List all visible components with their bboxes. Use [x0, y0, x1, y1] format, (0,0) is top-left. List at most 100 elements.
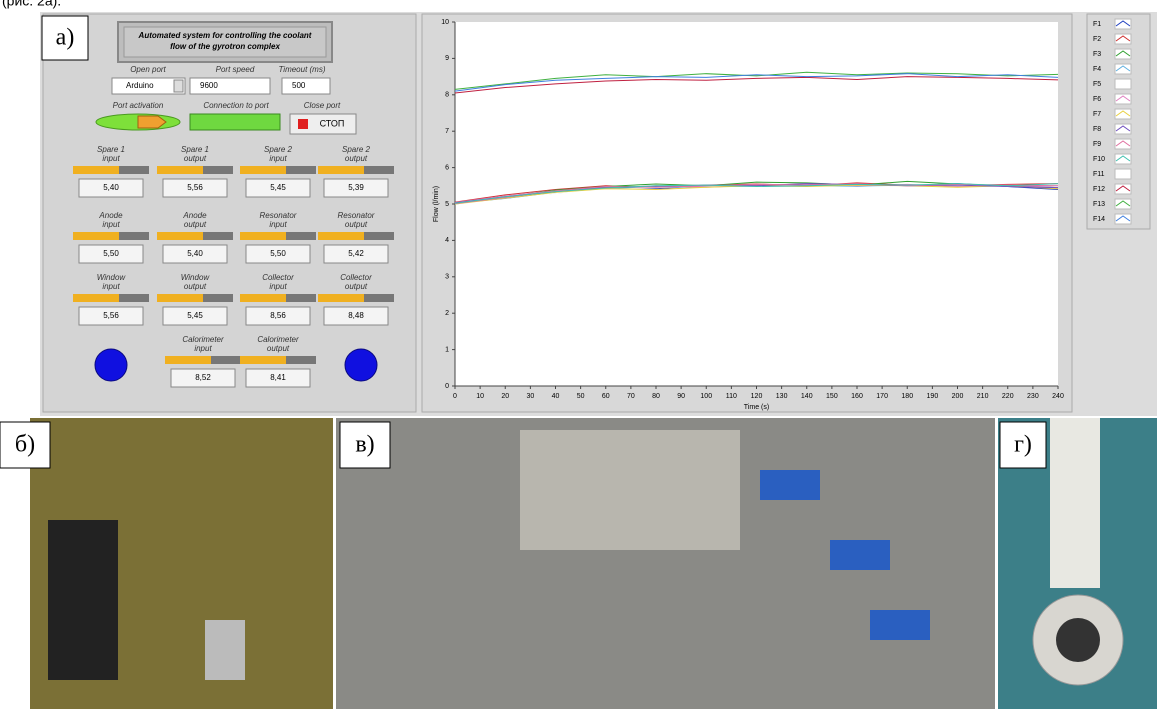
level-bar	[318, 232, 364, 240]
legend-label: F7	[1093, 111, 1101, 118]
indicator-label: Window	[181, 273, 211, 282]
x-tick-label: 170	[876, 393, 888, 400]
legend-label: F11	[1093, 171, 1105, 178]
legend-label: F1	[1093, 21, 1101, 28]
control-label: Connection to port	[203, 101, 269, 110]
level-bar	[157, 166, 203, 174]
x-tick-label: 160	[851, 393, 863, 400]
indicator-label: Spare 1	[181, 145, 209, 154]
setup-frame	[520, 430, 740, 550]
caption-top: (рис. 2а).	[2, 0, 61, 9]
level-bar	[318, 166, 364, 174]
y-tick-label: 8	[445, 92, 449, 99]
indicator-label: output	[345, 282, 368, 291]
status-led	[95, 349, 127, 381]
indicator-value: 8,56	[270, 311, 286, 320]
legend-label: F2	[1093, 36, 1101, 43]
x-tick-label: 10	[476, 393, 484, 400]
indicator-value: 8,52	[195, 373, 211, 382]
title: flow of the gyrotron complex	[170, 42, 280, 51]
x-tick-label: 210	[977, 393, 989, 400]
indicator-label: Anode	[98, 211, 123, 220]
y-tick-label: 1	[445, 346, 449, 353]
x-tick-label: 180	[901, 393, 913, 400]
x-tick-label: 60	[602, 393, 610, 400]
timeout-value: 500	[292, 81, 306, 90]
indicator-label: input	[269, 154, 287, 163]
indicator-label: Collector	[340, 273, 372, 282]
legend-panel	[1087, 14, 1150, 229]
pcb-board	[48, 520, 118, 680]
indicator-value: 8,41	[270, 373, 286, 382]
x-tick-label: 150	[826, 393, 838, 400]
y-tick-label: 4	[445, 237, 449, 244]
status-led	[345, 349, 377, 381]
indicator-label: input	[102, 154, 120, 163]
x-tick-label: 40	[552, 393, 560, 400]
y-tick-label: 10	[441, 19, 449, 26]
legend-label: F9	[1093, 141, 1101, 148]
timeout-input[interactable]	[282, 78, 330, 94]
y-tick-label: 7	[445, 128, 449, 135]
indicator-value: 5,45	[270, 183, 286, 192]
legend-label: F6	[1093, 96, 1101, 103]
x-tick-label: 70	[627, 393, 635, 400]
indicator-label: input	[269, 220, 287, 229]
x-tick-label: 240	[1052, 393, 1064, 400]
x-tick-label: 130	[776, 393, 788, 400]
x-axis-label: Time (s)	[744, 404, 769, 411]
level-bar	[165, 356, 211, 364]
indicator-value: 5,40	[187, 249, 203, 258]
level-bar	[157, 232, 203, 240]
page: (рис. 2а). а) Automated system for contr…	[0, 0, 1157, 709]
indicator-label: input	[102, 282, 120, 291]
x-tick-label: 0	[453, 393, 457, 400]
indicator-value: 8,48	[348, 311, 364, 320]
indicator-label: Resonator	[338, 211, 375, 220]
control-label: Close port	[304, 101, 341, 110]
indicator-label: input	[269, 282, 287, 291]
legend-label: F8	[1093, 126, 1101, 133]
level-bar	[240, 356, 286, 364]
x-tick-label: 30	[526, 393, 534, 400]
indicator-value: 5,39	[348, 183, 364, 192]
panel-label: б)	[15, 432, 35, 458]
indicator-label: Calorimeter	[182, 335, 224, 344]
indicator-label: Spare 1	[97, 145, 125, 154]
legend-label: F3	[1093, 51, 1101, 58]
x-tick-label: 220	[1002, 393, 1014, 400]
sensor-pipe	[1050, 418, 1100, 588]
indicator-value: 5,56	[103, 311, 119, 320]
y-tick-label: 9	[445, 55, 449, 62]
valve	[760, 470, 820, 500]
indicator-label: input	[102, 220, 120, 229]
indicator-label: Spare 2	[342, 145, 371, 154]
indicator-value: 5,45	[187, 311, 203, 320]
indicator-label: input	[194, 344, 212, 353]
indicator-label: Calorimeter	[257, 335, 299, 344]
y-tick-label: 2	[445, 310, 449, 317]
indicator-value: 5,40	[103, 183, 119, 192]
level-bar	[240, 166, 286, 174]
speed-value: 9600	[200, 81, 218, 90]
panel-label: г)	[1014, 432, 1032, 458]
control-label: Port activation	[113, 101, 164, 110]
level-bar	[240, 232, 286, 240]
indicator-label: Window	[97, 273, 127, 282]
stop-text: СТОП	[320, 118, 345, 128]
x-tick-label: 20	[501, 393, 509, 400]
indicator-label: output	[267, 344, 290, 353]
x-tick-label: 80	[652, 393, 660, 400]
legend-label: F5	[1093, 81, 1101, 88]
dropdown-button[interactable]	[174, 80, 183, 92]
indicator-label: output	[184, 220, 207, 229]
level-bar	[73, 232, 119, 240]
indicator-value: 5,50	[103, 249, 119, 258]
level-bar	[318, 294, 364, 302]
control-label: Timeout (ms)	[278, 65, 325, 74]
y-tick-label: 3	[445, 274, 449, 281]
control-label: Port speed	[216, 65, 255, 74]
port-value: Arduino	[126, 81, 154, 90]
y-tick-label: 5	[445, 201, 449, 208]
indicator-label: output	[184, 154, 207, 163]
